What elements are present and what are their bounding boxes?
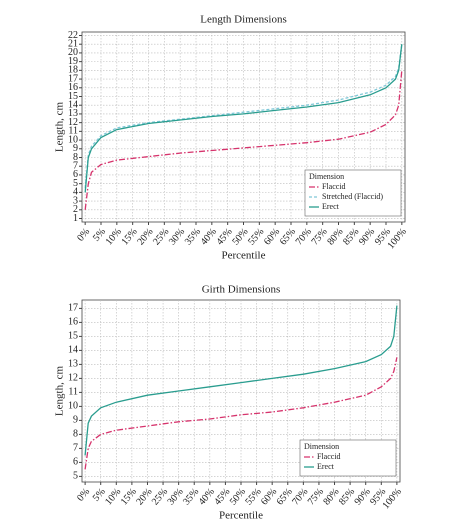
y-tick-label: 21 [68, 38, 78, 49]
x-tick-label: 70% [290, 486, 310, 507]
x-tick-label: 90% [353, 486, 373, 507]
legend-label: Erect [322, 202, 340, 211]
y-tick-label: 19 [68, 56, 78, 67]
chart-title: Length Dimensions [200, 14, 286, 26]
x-tick-label: 0% [75, 486, 92, 503]
x-tick-label: 80% [325, 226, 345, 247]
x-tick-label: 45% [212, 486, 232, 507]
x-tick-label: 55% [246, 226, 266, 247]
y-tick-label: 5 [73, 178, 78, 189]
x-tick-label: 40% [197, 486, 217, 507]
series-line [84, 70, 403, 210]
y-tick-label: 5 [73, 471, 78, 482]
y-tick-label: 15 [68, 331, 78, 342]
x-tick-label: 10% [104, 226, 124, 247]
x-tick-label: 35% [181, 486, 201, 507]
y-tick-label: 16 [68, 317, 78, 328]
x-tick-label: 55% [243, 486, 263, 507]
y-tick-label: 7 [73, 161, 78, 172]
y-tick-label: 1 [73, 213, 78, 224]
y-tick-label: 11 [68, 387, 78, 398]
y-tick-label: 8 [73, 152, 78, 163]
y-tick-label: 10 [68, 134, 78, 145]
x-tick-label: 15% [120, 226, 140, 247]
series-line [84, 305, 398, 456]
y-tick-label: 12 [68, 373, 78, 384]
x-axis-label: Percentile [222, 250, 266, 262]
x-tick-label: 20% [135, 226, 155, 247]
x-tick-label: 90% [357, 226, 377, 247]
x-tick-label: 60% [259, 486, 279, 507]
legend-label: Flaccid [322, 182, 346, 191]
x-tick-label: 80% [321, 486, 341, 507]
legend-label: Stretched (Flaccid) [322, 192, 383, 201]
y-tick-label: 9 [73, 143, 78, 154]
y-tick-label: 7 [73, 443, 78, 454]
x-tick-label: 50% [230, 226, 250, 247]
legend-title: Dimension [309, 172, 344, 181]
x-tick-label: 0% [75, 226, 92, 243]
y-tick-label: 14 [68, 345, 78, 356]
x-tick-label: 25% [150, 486, 170, 507]
legend-label: Erect [317, 462, 335, 471]
y-tick-label: 17 [68, 73, 78, 84]
legend-title: Dimension [304, 442, 339, 451]
y-tick-label: 22 [68, 30, 78, 41]
x-tick-label: 30% [167, 226, 187, 247]
x-tick-label: 50% [228, 486, 248, 507]
y-tick-label: 15 [68, 91, 78, 102]
y-tick-label: 4 [73, 187, 78, 198]
y-tick-label: 2 [73, 204, 78, 215]
y-tick-label: 17 [68, 303, 78, 314]
y-tick-label: 10 [68, 401, 78, 412]
y-axis-label: Length, cm [54, 102, 66, 153]
x-tick-label: 20% [134, 486, 154, 507]
x-tick-label: 85% [341, 226, 361, 247]
x-tick-label: 60% [262, 226, 282, 247]
x-tick-label: 70% [294, 226, 314, 247]
y-tick-label: 13 [68, 359, 78, 370]
y-tick-label: 9 [73, 415, 78, 426]
x-tick-label: 35% [183, 226, 203, 247]
legend-box [299, 439, 397, 477]
legend-label: Flaccid [317, 452, 341, 461]
x-tick-label: 65% [275, 486, 295, 507]
y-tick-label: 20 [68, 47, 78, 58]
series-line [84, 44, 403, 189]
y-tick-label: 3 [73, 195, 78, 206]
x-axis-label: Percentile [219, 510, 263, 522]
y-tick-label: 6 [73, 457, 78, 468]
x-tick-label: 85% [337, 486, 357, 507]
series-line [84, 44, 403, 193]
x-tick-label: 10% [103, 486, 123, 507]
x-tick-label: 30% [165, 486, 185, 507]
y-tick-label: 16 [68, 82, 78, 93]
x-tick-label: 25% [151, 226, 171, 247]
x-tick-label: 40% [199, 226, 219, 247]
y-axis-label: Length, cm [54, 366, 66, 417]
y-tick-label: 11 [68, 126, 78, 137]
y-tick-label: 12 [68, 117, 78, 128]
x-tick-label: 65% [278, 226, 298, 247]
y-tick-label: 14 [68, 100, 78, 111]
x-tick-label: 75% [306, 486, 326, 507]
chart-title: Girth Dimensions [202, 284, 281, 296]
x-tick-label: 45% [215, 226, 235, 247]
x-tick-label: 75% [310, 226, 330, 247]
y-tick-label: 13 [68, 108, 78, 119]
series-line [84, 357, 398, 470]
legend-box [304, 169, 402, 217]
y-tick-label: 18 [68, 65, 78, 76]
y-tick-label: 8 [73, 429, 78, 440]
x-tick-label: 15% [119, 486, 139, 507]
y-tick-label: 6 [73, 169, 78, 180]
